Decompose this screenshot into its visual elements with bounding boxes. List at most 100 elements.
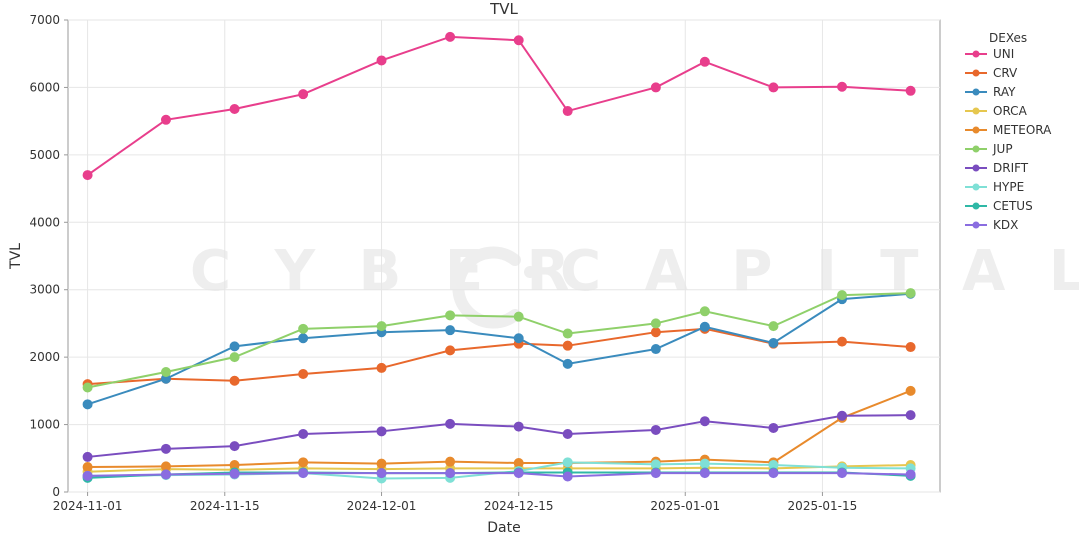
series-point-kdx: [230, 469, 239, 478]
series-point-jup: [906, 289, 915, 298]
series-point-drift: [299, 430, 308, 439]
x-tick-label: 2024-12-01: [347, 499, 417, 513]
y-tick-label: 5000: [29, 148, 60, 162]
series-point-drift: [838, 411, 847, 420]
x-tick-label: 2024-11-01: [53, 499, 123, 513]
legend-label-cetus: CETUS: [993, 199, 1033, 213]
legend-label-hype: HYPE: [993, 180, 1024, 194]
y-tick-label: 0: [52, 485, 60, 499]
x-tick-label: 2025-01-15: [788, 499, 858, 513]
series-point-ray: [700, 322, 709, 331]
series-point-crv: [230, 376, 239, 385]
series-point-kdx: [514, 469, 523, 478]
series-point-meteora: [83, 463, 92, 472]
x-tick-label: 2025-01-01: [650, 499, 720, 513]
series-point-kdx: [563, 472, 572, 481]
series-point-drift: [230, 442, 239, 451]
y-tick-label: 3000: [29, 283, 60, 297]
series-point-uni: [651, 83, 660, 92]
series-point-drift: [651, 425, 660, 434]
series-point-ray: [446, 326, 455, 335]
legend-marker-kdx: [973, 222, 980, 229]
y-axis-label: TVL: [8, 243, 24, 270]
series-point-uni: [230, 105, 239, 114]
legend-marker-meteora: [973, 127, 980, 134]
legend-label-crv: CRV: [993, 66, 1018, 80]
y-tick-label: 1000: [29, 418, 60, 432]
series-point-kdx: [838, 469, 847, 478]
series-point-kdx: [299, 469, 308, 478]
legend-label-ray: RAY: [993, 85, 1016, 99]
chart-title: TVL: [489, 0, 518, 18]
series-point-uni: [83, 171, 92, 180]
series-point-drift: [700, 417, 709, 426]
series-point-jup: [651, 319, 660, 328]
tvl-line-chart: C Y B E R C A P I T A L 0100020003000400…: [0, 0, 1079, 542]
series-point-ray: [563, 359, 572, 368]
series-point-jup: [83, 383, 92, 392]
series-point-jup: [514, 312, 523, 321]
series-point-ray: [514, 334, 523, 343]
series-point-ray: [769, 338, 778, 347]
series-point-crv: [377, 363, 386, 372]
series-point-uni: [838, 82, 847, 91]
y-tick-label: 4000: [29, 215, 60, 229]
x-axis-label: Date: [487, 520, 520, 536]
series-point-jup: [446, 311, 455, 320]
series-point-uni: [377, 56, 386, 65]
legend-label-drift: DRIFT: [993, 161, 1029, 175]
legend-marker-uni: [973, 51, 980, 58]
series-point-uni: [563, 107, 572, 116]
y-tick-label: 6000: [29, 80, 60, 94]
series-point-crv: [906, 343, 915, 352]
x-tick-label: 2024-12-15: [484, 499, 554, 513]
series-point-ray: [299, 334, 308, 343]
x-tick-label: 2024-11-15: [190, 499, 260, 513]
series-point-kdx: [906, 470, 915, 479]
series-point-jup: [563, 329, 572, 338]
series-point-kdx: [446, 469, 455, 478]
series-point-meteora: [377, 459, 386, 468]
series-point-drift: [563, 430, 572, 439]
series-point-ray: [651, 345, 660, 354]
legend-marker-drift: [973, 165, 980, 172]
series-point-uni: [769, 83, 778, 92]
series-point-uni: [906, 86, 915, 95]
series-point-meteora: [299, 458, 308, 467]
series-point-drift: [906, 411, 915, 420]
legend-marker-cetus: [973, 203, 980, 210]
legend-label-kdx: KDX: [993, 218, 1018, 232]
series-point-jup: [377, 322, 386, 331]
series-point-kdx: [83, 471, 92, 480]
legend-marker-orca: [973, 108, 980, 115]
legend-title: DEXes: [989, 31, 1027, 45]
series-point-kdx: [377, 469, 386, 478]
legend-marker-jup: [973, 146, 980, 153]
legend-marker-crv: [973, 70, 980, 77]
series-point-crv: [563, 341, 572, 350]
series-point-meteora: [906, 386, 915, 395]
series-point-uni: [299, 90, 308, 99]
legend-marker-ray: [973, 89, 980, 96]
series-point-drift: [377, 427, 386, 436]
series-point-crv: [446, 346, 455, 355]
series-point-kdx: [769, 469, 778, 478]
series-point-uni: [161, 115, 170, 124]
series-point-crv: [651, 328, 660, 337]
series-point-drift: [769, 423, 778, 432]
y-tick-label: 2000: [29, 350, 60, 364]
legend-marker-hype: [973, 184, 980, 191]
series-point-jup: [838, 291, 847, 300]
series-point-drift: [446, 419, 455, 428]
series-point-crv: [299, 370, 308, 379]
legend-label-meteora: METEORA: [993, 123, 1052, 137]
watermark-left: C Y B E R: [190, 239, 582, 304]
legend-label-jup: JUP: [992, 142, 1013, 156]
series-point-uni: [514, 36, 523, 45]
series-point-hype: [563, 458, 572, 467]
series-point-jup: [161, 367, 170, 376]
series-point-kdx: [161, 470, 170, 479]
series-point-jup: [769, 322, 778, 331]
series-point-meteora: [446, 457, 455, 466]
y-tick-label: 7000: [29, 13, 60, 27]
